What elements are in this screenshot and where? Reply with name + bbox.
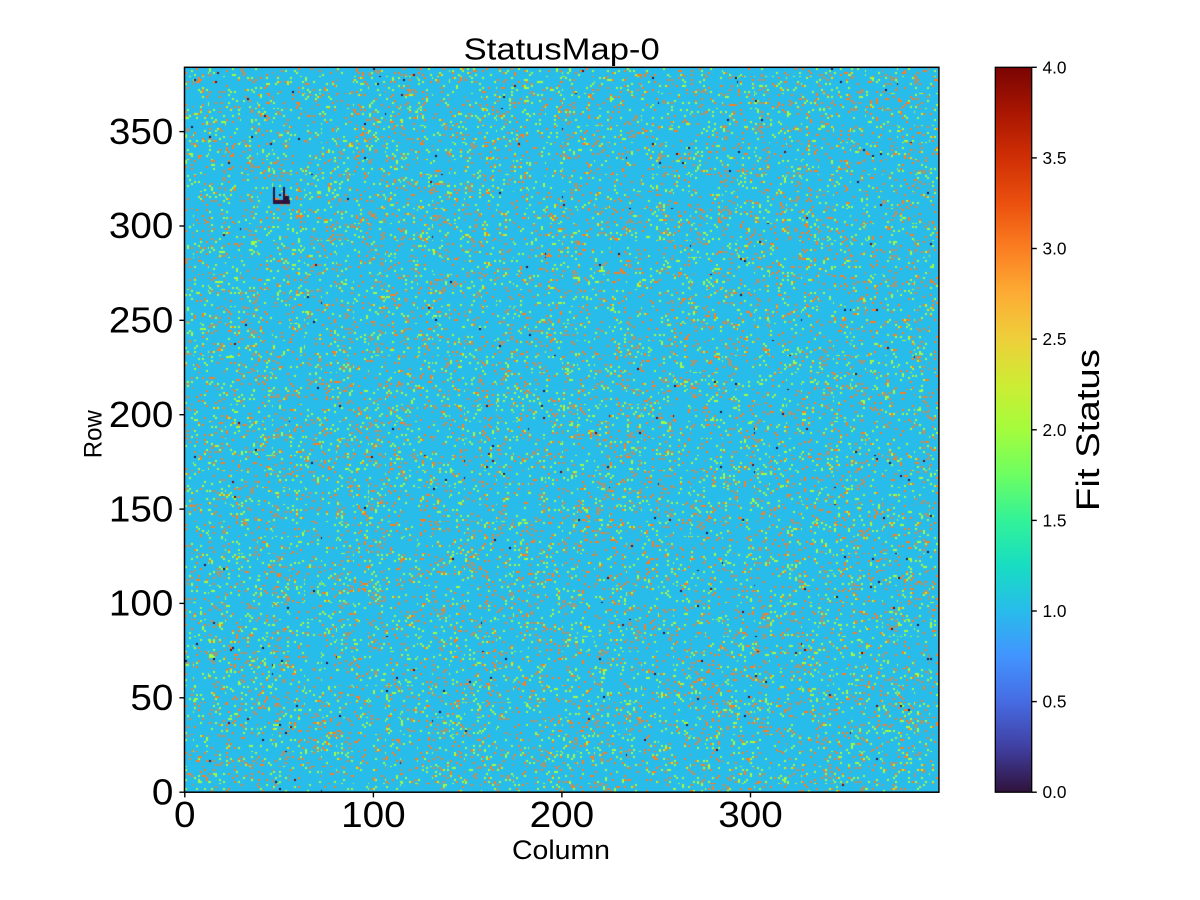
svg-text:1.0: 1.0 <box>1043 601 1067 621</box>
svg-text:2.0: 2.0 <box>1043 420 1067 440</box>
svg-text:2.5: 2.5 <box>1043 329 1067 349</box>
svg-text:200: 200 <box>109 394 174 435</box>
svg-text:StatusMap-0: StatusMap-0 <box>464 31 660 66</box>
svg-text:350: 350 <box>109 111 174 152</box>
svg-text:0.5: 0.5 <box>1043 692 1067 712</box>
svg-text:0: 0 <box>152 771 174 812</box>
svg-text:50: 50 <box>130 677 173 718</box>
svg-text:3.0: 3.0 <box>1043 239 1067 259</box>
svg-text:Row: Row <box>80 409 108 458</box>
svg-text:1.5: 1.5 <box>1043 510 1067 530</box>
svg-text:250: 250 <box>109 300 174 341</box>
svg-text:150: 150 <box>109 488 174 529</box>
svg-text:200: 200 <box>530 794 595 835</box>
svg-text:100: 100 <box>341 794 406 835</box>
svg-text:0.0: 0.0 <box>1043 782 1067 802</box>
svg-text:Column: Column <box>512 835 610 865</box>
svg-text:0: 0 <box>174 794 196 835</box>
svg-text:3.5: 3.5 <box>1043 148 1067 168</box>
svg-text:300: 300 <box>109 205 174 246</box>
svg-text:Fit Status: Fit Status <box>1070 349 1106 511</box>
svg-text:4.0: 4.0 <box>1043 57 1067 77</box>
svg-text:100: 100 <box>109 583 174 624</box>
svg-text:300: 300 <box>718 794 783 835</box>
